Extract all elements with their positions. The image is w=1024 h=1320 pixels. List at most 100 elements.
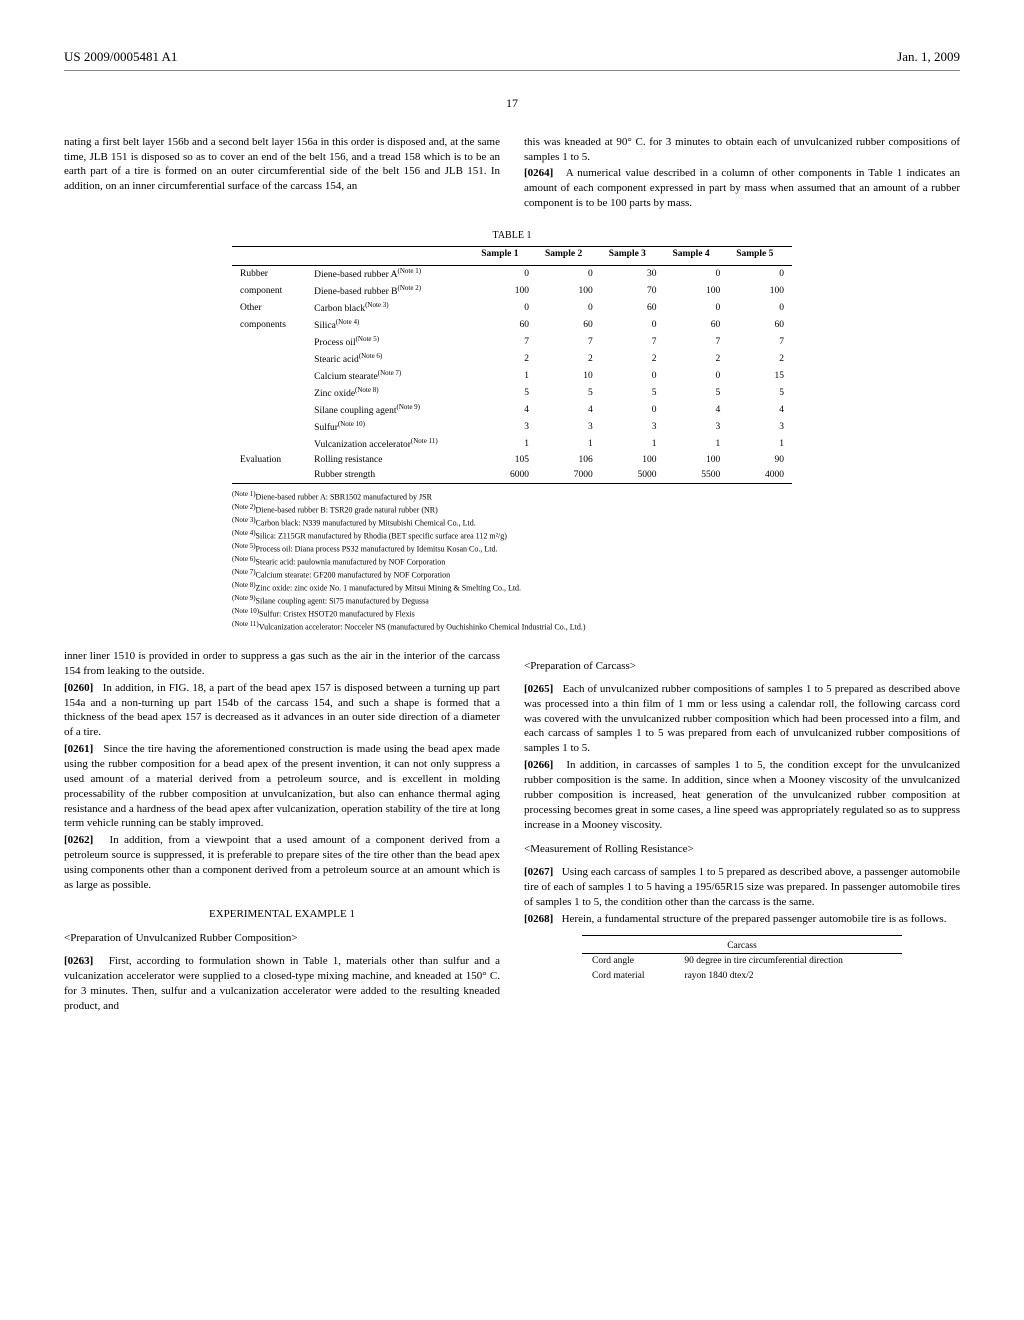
row-value: 100	[601, 453, 665, 468]
para-num-0260: [0260]	[64, 682, 93, 694]
table-1-footnotes: (Note 1)Diene-based rubber A: SBR1502 ma…	[232, 490, 792, 634]
top-right-para1: this was kneaded at 90° C. for 3 minutes…	[524, 135, 960, 165]
row-value: 0	[664, 300, 728, 317]
row-value: 10	[537, 368, 601, 385]
row-value: 1	[664, 436, 728, 453]
para-0268: [0268] Herein, a fundamental structure o…	[524, 912, 960, 927]
row-value: 0	[473, 300, 537, 317]
para-0265: [0265] Each of unvulcanized rubber compo…	[524, 682, 960, 756]
row-value: 7	[728, 334, 792, 351]
bottom-columns: inner liner 1510 is provided in order to…	[64, 649, 960, 1016]
page-number: 17	[64, 95, 960, 111]
row-label: Diene-based rubber B(Note 2)	[306, 283, 473, 300]
row-value: 60	[728, 317, 792, 334]
para-num-0263: [0263]	[64, 955, 93, 967]
row-value: 4	[728, 402, 792, 419]
row-label: Rubber strength	[306, 468, 473, 483]
para-text-0268: Herein, a fundamental structure of the p…	[562, 913, 947, 925]
row-value: 0	[664, 266, 728, 283]
para-0264: [0264] A numerical value described in a …	[524, 166, 960, 211]
para-text-0260: In addition, in FIG. 18, a part of the b…	[64, 682, 500, 739]
row-value: 90	[728, 453, 792, 468]
row-value: 3	[601, 419, 665, 436]
row-value: 5	[537, 385, 601, 402]
row-value: 0	[537, 300, 601, 317]
row-value: 4	[537, 402, 601, 419]
th-blank1	[232, 247, 306, 262]
para-num-0264: [0264]	[524, 167, 553, 179]
row-value: 2	[601, 351, 665, 368]
para-text-0265: Each of unvulcanized rubber compositions…	[524, 683, 960, 754]
th-sample2: Sample 2	[537, 247, 601, 262]
row-value: 100	[537, 283, 601, 300]
row-value: 4	[473, 402, 537, 419]
th-sample4: Sample 4	[664, 247, 728, 262]
top-right-col: this was kneaded at 90° C. for 3 minutes…	[524, 135, 960, 213]
row-value: 105	[473, 453, 537, 468]
row-value: 30	[601, 266, 665, 283]
row-group	[232, 402, 306, 419]
row-value: 5	[728, 385, 792, 402]
row-label: Zinc oxide(Note 8)	[306, 385, 473, 402]
row-value: 3	[664, 419, 728, 436]
row-value: 1	[473, 368, 537, 385]
row-label: Silica(Note 4)	[306, 317, 473, 334]
table-row: RubberDiene-based rubber A(Note 1)003000	[232, 266, 792, 283]
left-lead: inner liner 1510 is provided in order to…	[64, 649, 500, 679]
row-label: Silane coupling agent(Note 9)	[306, 402, 473, 419]
row-group: component	[232, 283, 306, 300]
para-text-0266: In addition, in carcasses of samples 1 t…	[524, 759, 960, 830]
sub-prep-carcass: <Preparation of Carcass>	[524, 659, 960, 674]
row-value: 5	[473, 385, 537, 402]
para-0262: [0262] In addition, from a viewpoint tha…	[64, 833, 500, 892]
row-value: 60	[601, 300, 665, 317]
row-group	[232, 468, 306, 483]
footnote: (Note 2)Diene-based rubber B: TSR20 grad…	[232, 503, 792, 516]
table-row: Stearic acid(Note 6)22222	[232, 351, 792, 368]
row-value: 3	[728, 419, 792, 436]
footnote: (Note 9)Silane coupling agent: Si75 manu…	[232, 594, 792, 607]
row-value: 7000	[537, 468, 601, 483]
carcass-title: Carcass	[582, 939, 902, 954]
row-group	[232, 385, 306, 402]
row-group	[232, 436, 306, 453]
para-text-0261: Since the tire having the aforementioned…	[64, 743, 500, 829]
th-blank2	[306, 247, 473, 262]
top-left-col: nating a first belt layer 156b and a sec…	[64, 135, 500, 213]
row-value: 0	[728, 300, 792, 317]
row-group: Other	[232, 300, 306, 317]
para-0263: [0263] First, according to formulation s…	[64, 954, 500, 1013]
carcass-table: Carcass Cord angle 90 degree in tire cir…	[582, 935, 902, 984]
row-group	[232, 368, 306, 385]
row-label: Carbon black(Note 3)	[306, 300, 473, 317]
row-group: components	[232, 317, 306, 334]
footnote: (Note 1)Diene-based rubber A: SBR1502 ma…	[232, 490, 792, 503]
table-row: EvaluationRolling resistance105106100100…	[232, 453, 792, 468]
para-0260: [0260] In addition, in FIG. 18, a part o…	[64, 681, 500, 740]
footnote: (Note 7)Calcium stearate: GF200 manufact…	[232, 568, 792, 581]
row-value: 0	[473, 266, 537, 283]
carcass-row: Cord angle 90 degree in tire circumferen…	[582, 954, 902, 969]
row-group	[232, 334, 306, 351]
row-value: 5	[601, 385, 665, 402]
sub-unvulcanized: <Preparation of Unvulcanized Rubber Comp…	[64, 931, 500, 946]
row-value: 60	[537, 317, 601, 334]
para-text-0264: A numerical value described in a column …	[524, 167, 960, 209]
row-group: Rubber	[232, 266, 306, 283]
row-value: 3	[537, 419, 601, 436]
row-value: 1	[728, 436, 792, 453]
row-label: Diene-based rubber A(Note 1)	[306, 266, 473, 283]
th-sample3: Sample 3	[601, 247, 665, 262]
carcass-val-0: 90 degree in tire circumferential direct…	[674, 954, 902, 969]
row-value: 7	[601, 334, 665, 351]
row-value: 0	[537, 266, 601, 283]
table-row: Calcium stearate(Note 7)1100015	[232, 368, 792, 385]
row-value: 100	[473, 283, 537, 300]
row-group: Evaluation	[232, 453, 306, 468]
top-columns: nating a first belt layer 156b and a sec…	[64, 135, 960, 213]
row-value: 100	[664, 453, 728, 468]
carcass-val-1: rayon 1840 dtex/2	[674, 969, 902, 984]
footnote: (Note 10)Sulfur: Cristex HSOT20 manufact…	[232, 607, 792, 620]
para-0266: [0266] In addition, in carcasses of samp…	[524, 758, 960, 832]
para-0261: [0261] Since the tire having the aforeme…	[64, 742, 500, 831]
